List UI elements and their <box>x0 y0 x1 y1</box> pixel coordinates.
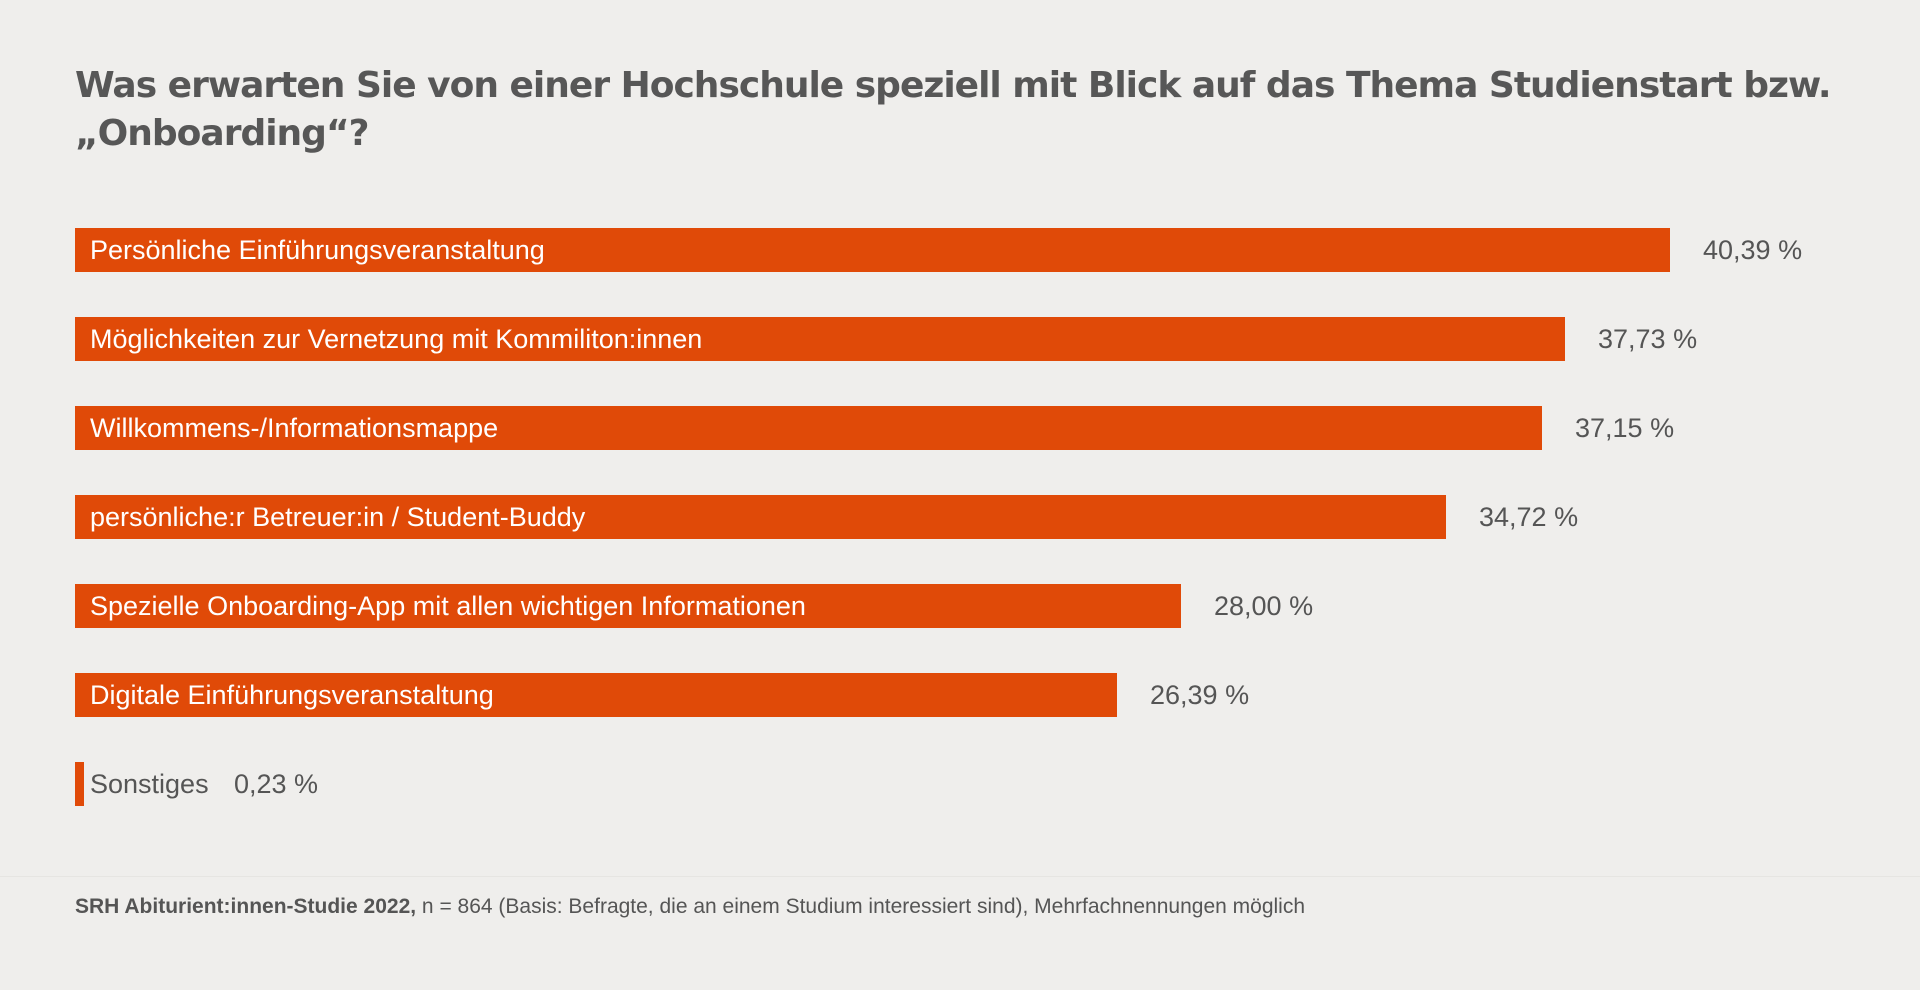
bar-value-label: 37,73 % <box>1598 324 1698 354</box>
bar-label: Spezielle Onboarding-App mit allen wicht… <box>90 591 806 621</box>
bar-value-label: 26,39 % <box>1150 680 1250 710</box>
bar-value-label: 34,72 % <box>1479 502 1579 532</box>
bar-chart: Persönliche Einführungsveranstaltung 40,3… <box>75 228 1803 806</box>
footer-divider <box>0 876 1920 877</box>
bar-value-label: 37,15 % <box>1575 413 1675 443</box>
chart-title: Was erwarten Sie von einer Hochschule sp… <box>75 65 1832 154</box>
bar-value-label: 40,39 % <box>1703 235 1803 265</box>
bar-label: Digitale Einführungsveranstaltung <box>90 680 494 710</box>
bar <box>75 406 1542 450</box>
bar <box>75 584 1181 628</box>
bar <box>75 317 1565 361</box>
bar-label: Willkommens-/Informationsmappe <box>90 413 499 443</box>
footer-note: n = 864 (Basis: Befragte, die an einem S… <box>416 895 1306 918</box>
bar <box>75 228 1670 272</box>
bar <box>75 495 1446 539</box>
bar <box>75 762 84 806</box>
bar-label: Persönliche Einführungsveranstaltung <box>90 235 545 265</box>
footer-source-note: SRH Abiturient:innen-Studie 2022, n = 86… <box>75 893 1305 921</box>
bar-value-label: 28,00 % <box>1214 591 1314 621</box>
bar-label: Möglichkeiten zur Vernetzung mit Kommili… <box>90 324 703 354</box>
bar-label: persönliche:r Betreuer:in / Student-Budd… <box>90 502 586 532</box>
bar-label: Sonstiges <box>90 769 209 799</box>
bar-value-label: 0,23 % <box>234 769 319 799</box>
footer-source: SRH Abiturient:innen-Studie 2022, <box>75 895 417 918</box>
bar <box>75 673 1117 717</box>
